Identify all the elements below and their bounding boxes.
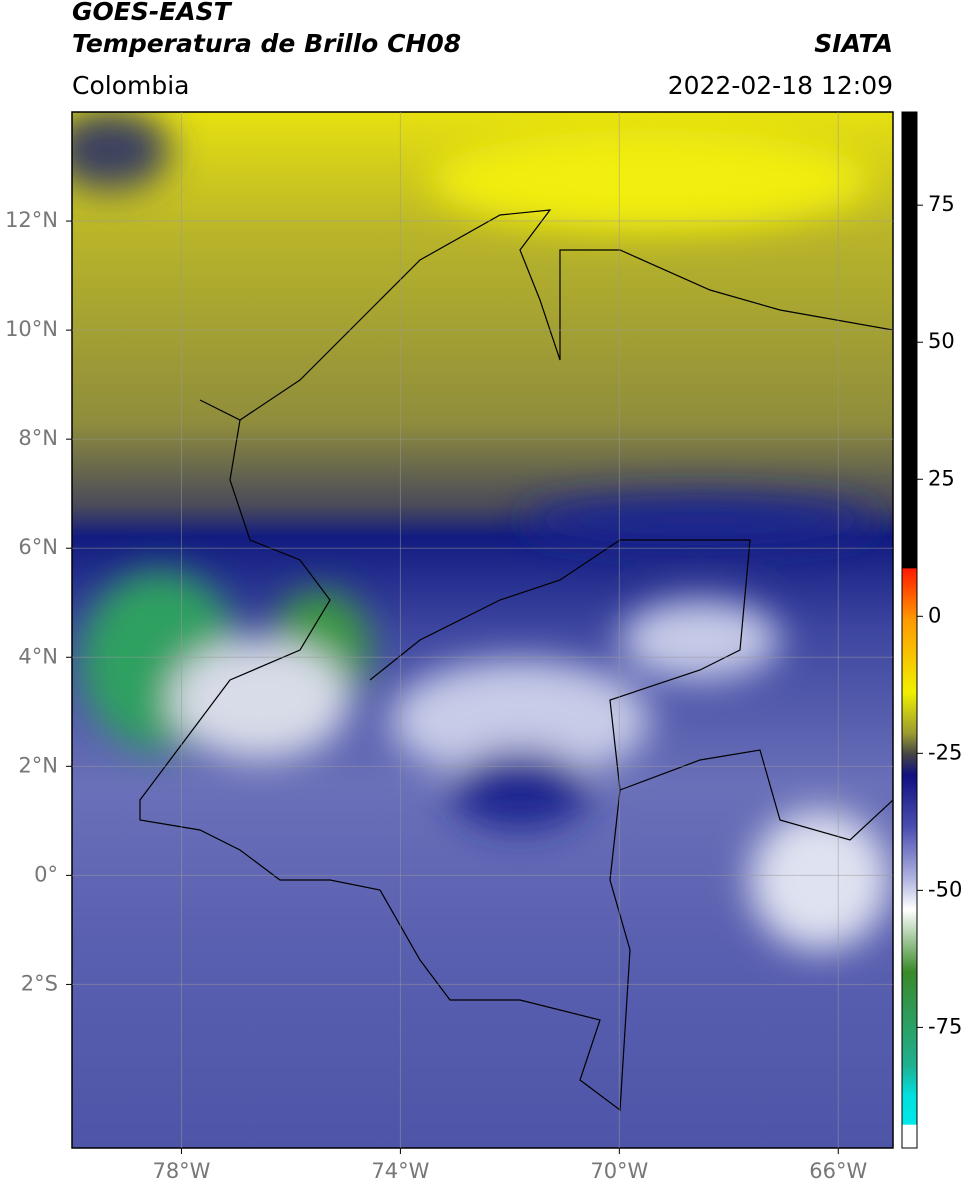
datetime: 2022-02-18 12:09 bbox=[668, 71, 893, 100]
x-tick-label: 70°W bbox=[590, 1159, 648, 1183]
y-tick-label: 12°N bbox=[5, 208, 58, 232]
y-tick-label: 0° bbox=[34, 862, 58, 886]
colorbar-tick-label: 25 bbox=[928, 466, 955, 490]
x-tick-label: 78°W bbox=[152, 1159, 210, 1183]
title: GOES-EAST bbox=[72, 0, 233, 26]
map-frame bbox=[71, 111, 894, 1149]
colorbar-tick-label: -50 bbox=[928, 877, 962, 901]
colorbar-tick-label: 75 bbox=[928, 192, 955, 216]
colorbar bbox=[901, 111, 918, 1149]
colorbar-tick-label: -25 bbox=[928, 740, 962, 764]
colorbar-tick-label: -75 bbox=[928, 1014, 962, 1038]
x-tick-label: 66°W bbox=[809, 1159, 867, 1183]
y-tick-label: 2°N bbox=[18, 753, 58, 777]
y-tick-label: 8°N bbox=[18, 426, 58, 450]
source: SIATA bbox=[814, 29, 893, 58]
y-tick-label: 6°N bbox=[18, 535, 58, 559]
x-tick-label: 74°W bbox=[371, 1159, 429, 1183]
y-tick-label: 4°N bbox=[18, 644, 58, 668]
subtitle: Temperatura de Brillo CH08 bbox=[72, 29, 461, 58]
colorbar-tick-label: 50 bbox=[928, 329, 955, 353]
colorbar-tick-label: 0 bbox=[928, 603, 941, 627]
region: Colombia bbox=[72, 71, 189, 100]
y-tick-label: 10°N bbox=[5, 317, 58, 341]
y-tick-label: 2°S bbox=[21, 971, 58, 995]
satellite-image bbox=[72, 112, 893, 1148]
